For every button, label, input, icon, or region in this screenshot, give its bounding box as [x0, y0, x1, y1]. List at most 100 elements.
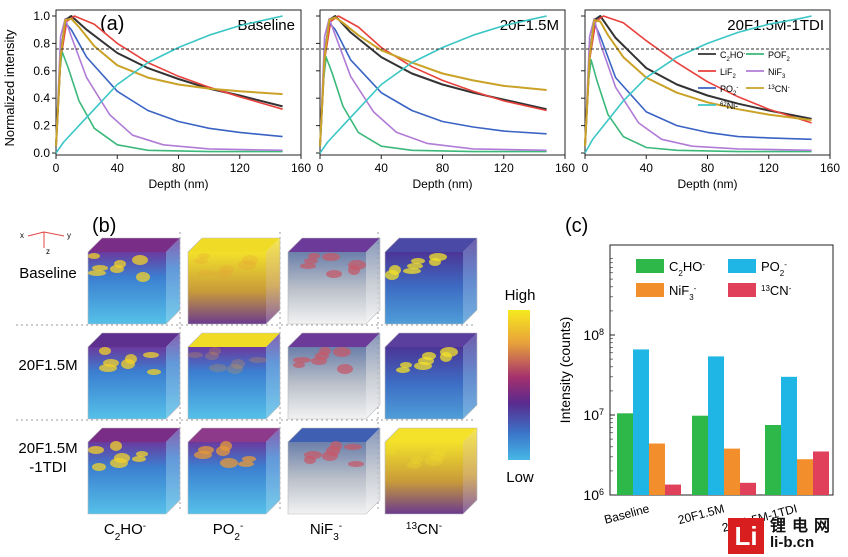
- row-label: 20F1.5M -1TDI: [18, 440, 77, 476]
- y-tick-label: 107: [583, 407, 604, 423]
- y-axis-label-c: Intensity (counts): [557, 317, 573, 424]
- panel-label-a: (a): [100, 13, 124, 35]
- bar-po2: [708, 356, 724, 495]
- legend-label-pof2: POF2: [768, 50, 791, 63]
- x-tick-label: 0: [317, 161, 324, 175]
- series-line-nif3: [584, 17, 812, 152]
- axis-z-label: z: [46, 247, 50, 256]
- subplot-title: Baseline: [237, 17, 295, 34]
- bar-nif3: [724, 448, 740, 495]
- cube-map: [384, 427, 478, 515]
- subplot-baseline: 0 40 80 120 160 0.0 0.2 0.4 0.6 0.8 1.0 Depth (nm) B…: [33, 9, 311, 191]
- x-axis-label: Depth (nm): [677, 177, 737, 191]
- x-tick-label: 80: [172, 161, 186, 175]
- y-tick-label: 108: [583, 327, 604, 343]
- x-tick-label: 40: [111, 161, 125, 175]
- bar-nif3: [649, 443, 665, 495]
- cube-map: [384, 332, 478, 420]
- cube-map: [287, 237, 381, 325]
- cube-map: [87, 332, 181, 420]
- legend-label-c2ho: C2HO-: [720, 50, 745, 63]
- x-category-label: 20F1.5M: [676, 501, 725, 527]
- watermark-logo: Li: [728, 518, 764, 554]
- bar-c2ho: [765, 424, 781, 495]
- legend-label-cn13: 13CN-: [761, 283, 792, 298]
- x-tick-label: 160: [291, 161, 311, 175]
- x-tick-label: 80: [436, 161, 450, 175]
- watermark-url: li-b.cn: [770, 534, 815, 551]
- panel-b-3d-maps: (b) x y z Baseline 20F1.5M 20F1.5M -1TDI C2…: [16, 215, 535, 543]
- legend-label-c2ho: C2HO-: [669, 259, 705, 278]
- x-tick-label: 0: [53, 161, 60, 175]
- panel-label-b: (b): [92, 215, 116, 237]
- x-tick-label: 120: [494, 161, 514, 175]
- bar-c2ho: [692, 415, 708, 495]
- series-line-cn13: [319, 16, 547, 147]
- y-tick-label: 1.0: [33, 9, 50, 23]
- x-axis-label: Depth (nm): [148, 177, 208, 191]
- y-tick-label: 0.2: [33, 119, 50, 133]
- y-ticks-c: 106 107 108: [583, 258, 615, 503]
- y-tick-label: 106: [583, 487, 604, 503]
- row-label: 20F1.5M: [18, 357, 77, 374]
- legend-swatch-c2ho: [636, 259, 664, 273]
- cube-map: [287, 427, 381, 515]
- axis-y-label: y: [67, 231, 71, 240]
- y-tick-label: 0.8: [33, 36, 50, 50]
- y-tick-label: 0.6: [33, 64, 50, 78]
- x-category-label: Baseline: [603, 501, 651, 527]
- x-tick-label: 160: [820, 161, 840, 175]
- bar-po2: [781, 376, 797, 495]
- x-tick-label: 120: [230, 161, 250, 175]
- cube-map: [187, 237, 281, 325]
- series-line-cn13: [584, 19, 812, 147]
- colorbar-low-label: Low: [506, 469, 534, 486]
- bar-cn13: [740, 482, 756, 495]
- cube-map: [187, 427, 281, 515]
- column-labels: C2HO- PO2- NiF3- 13CN-: [104, 521, 442, 543]
- panel-c-bar-chart: (c) Intensity (counts) 106 107 108 Baselin…: [557, 215, 834, 535]
- column-label: C2HO-: [104, 521, 146, 543]
- cube-map: [384, 237, 478, 325]
- bar-c2ho: [617, 413, 633, 495]
- bars: [617, 349, 829, 495]
- row-labels: Baseline 20F1.5M 20F1.5M -1TDI: [18, 265, 77, 476]
- x-axis-label: Depth (nm): [412, 177, 472, 191]
- subplot-title: 20F1.5M-1TDI: [727, 17, 824, 34]
- y-axis-label-a: Normalized intensity: [2, 29, 17, 147]
- x-tick-label: 160: [555, 161, 575, 175]
- cube-map: [87, 427, 181, 515]
- bar-po2: [633, 349, 649, 495]
- row-label: Baseline: [19, 265, 77, 282]
- bar-cn13: [813, 451, 829, 495]
- subplot-20f15m-1tdi: 0 40 80 120 160 Depth (nm) 20F1.5M-1TDI: [581, 9, 840, 191]
- legend-swatch-nif3: [636, 283, 664, 297]
- series-line-ni62: [55, 15, 283, 154]
- series-line-nif3: [55, 17, 283, 152]
- legend-label-nif3: NiF3: [768, 67, 786, 80]
- watermark: Li 锂电网 li-b.cn: [728, 512, 846, 556]
- legend-label-po2: PO2-: [761, 259, 787, 278]
- series-line-pof2: [55, 50, 283, 153]
- series-line-lif2: [55, 15, 283, 147]
- series-line-nif3: [319, 17, 547, 152]
- x-tick-label: 40: [375, 161, 389, 175]
- x-tick-label: 80: [701, 161, 715, 175]
- cube-map: [87, 237, 181, 325]
- bar-nif3: [797, 459, 813, 495]
- colorbar-high-label: High: [505, 287, 536, 304]
- cube-map: [287, 332, 381, 420]
- y-tick-label: 0.4: [33, 91, 50, 105]
- legend-label-ni62: 62Ni-: [720, 101, 738, 111]
- subplot-title: 20F1.5M: [500, 17, 559, 34]
- x-tick-label: 120: [759, 161, 779, 175]
- x-tick-label: 0: [582, 161, 589, 175]
- legend-label-cn13: 13CN-: [768, 84, 790, 94]
- legend-c: C2HO- PO2- NiF3- 13CN-: [636, 259, 792, 302]
- watermark-chinese: 锂电网: [770, 516, 837, 535]
- series-line-c2ho: [55, 15, 283, 147]
- series-line-lif2: [584, 15, 812, 147]
- series-line-ni62: [319, 15, 547, 154]
- series-line-lif2: [319, 15, 547, 147]
